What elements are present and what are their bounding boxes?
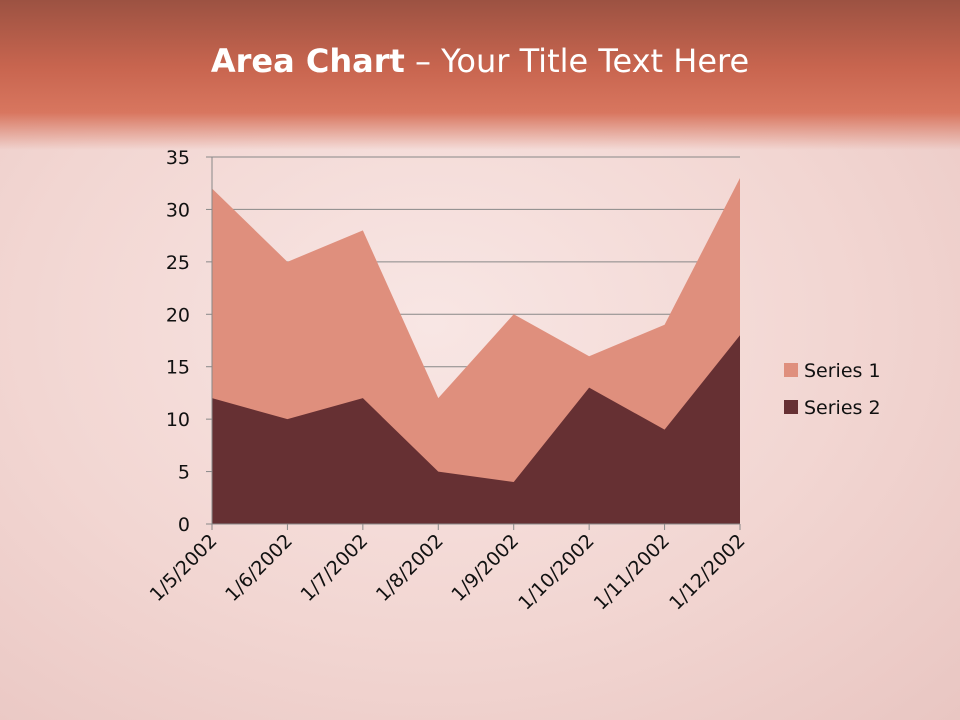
legend-swatch [784, 400, 798, 414]
y-tick-label: 25 [166, 252, 190, 274]
area-series-2 [212, 335, 740, 524]
x-tick-label: 1/11/2002 [590, 530, 674, 614]
y-tick-label: 30 [166, 199, 190, 221]
x-tick-label: 1/7/2002 [296, 530, 372, 606]
x-tick-label: 1/12/2002 [665, 530, 749, 614]
y-tick-label: 10 [166, 409, 190, 431]
legend-swatch [784, 363, 798, 377]
slide-title: Area Chart – Your Title Text Here [0, 42, 960, 80]
legend-label: Series 1 [804, 360, 881, 382]
x-tick-label: 1/10/2002 [514, 530, 598, 614]
title-bold: Area Chart [210, 42, 405, 80]
y-tick-label: 0 [178, 514, 190, 536]
y-tick-label: 5 [178, 462, 190, 484]
y-tick-label: 20 [166, 304, 190, 326]
x-tick-label: 1/6/2002 [221, 530, 297, 606]
x-tick-label: 1/5/2002 [146, 530, 222, 606]
y-tick-label: 15 [166, 357, 190, 379]
legend-label: Series 2 [804, 397, 881, 419]
title-bar [0, 0, 960, 150]
x-tick-label: 1/8/2002 [372, 530, 448, 606]
x-tick-label: 1/9/2002 [447, 530, 523, 606]
title-rest: – Your Title Text Here [404, 42, 750, 80]
y-tick-label: 35 [166, 147, 190, 169]
